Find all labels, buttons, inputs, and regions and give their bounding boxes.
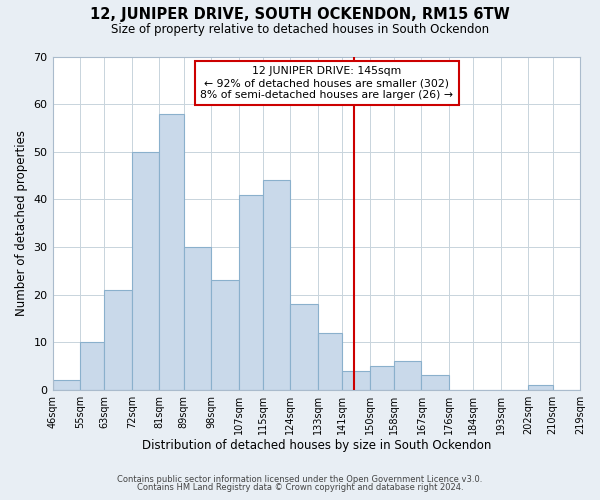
Text: Contains public sector information licensed under the Open Government Licence v3: Contains public sector information licen…: [118, 475, 482, 484]
Bar: [104, 290, 132, 390]
Bar: [318, 332, 342, 390]
Text: Size of property relative to detached houses in South Ockendon: Size of property relative to detached ho…: [111, 22, 489, 36]
Y-axis label: Number of detached properties: Number of detached properties: [15, 130, 28, 316]
Text: 12, JUNIPER DRIVE, SOUTH OCKENDON, RM15 6TW: 12, JUNIPER DRIVE, SOUTH OCKENDON, RM15 …: [90, 8, 510, 22]
Bar: [263, 180, 290, 390]
Bar: [342, 370, 370, 390]
Bar: [421, 376, 449, 390]
Bar: [159, 114, 184, 390]
Bar: [290, 304, 318, 390]
Bar: [394, 361, 421, 390]
Bar: [53, 380, 80, 390]
Text: Contains HM Land Registry data © Crown copyright and database right 2024.: Contains HM Land Registry data © Crown c…: [137, 484, 463, 492]
Text: 12 JUNIPER DRIVE: 145sqm
← 92% of detached houses are smaller (302)
8% of semi-d: 12 JUNIPER DRIVE: 145sqm ← 92% of detach…: [200, 66, 454, 100]
Bar: [211, 280, 239, 390]
X-axis label: Distribution of detached houses by size in South Ockendon: Distribution of detached houses by size …: [142, 440, 491, 452]
Bar: [528, 385, 553, 390]
Bar: [239, 194, 263, 390]
Bar: [370, 366, 394, 390]
Bar: [132, 152, 159, 390]
Bar: [80, 342, 104, 390]
Bar: [184, 247, 211, 390]
